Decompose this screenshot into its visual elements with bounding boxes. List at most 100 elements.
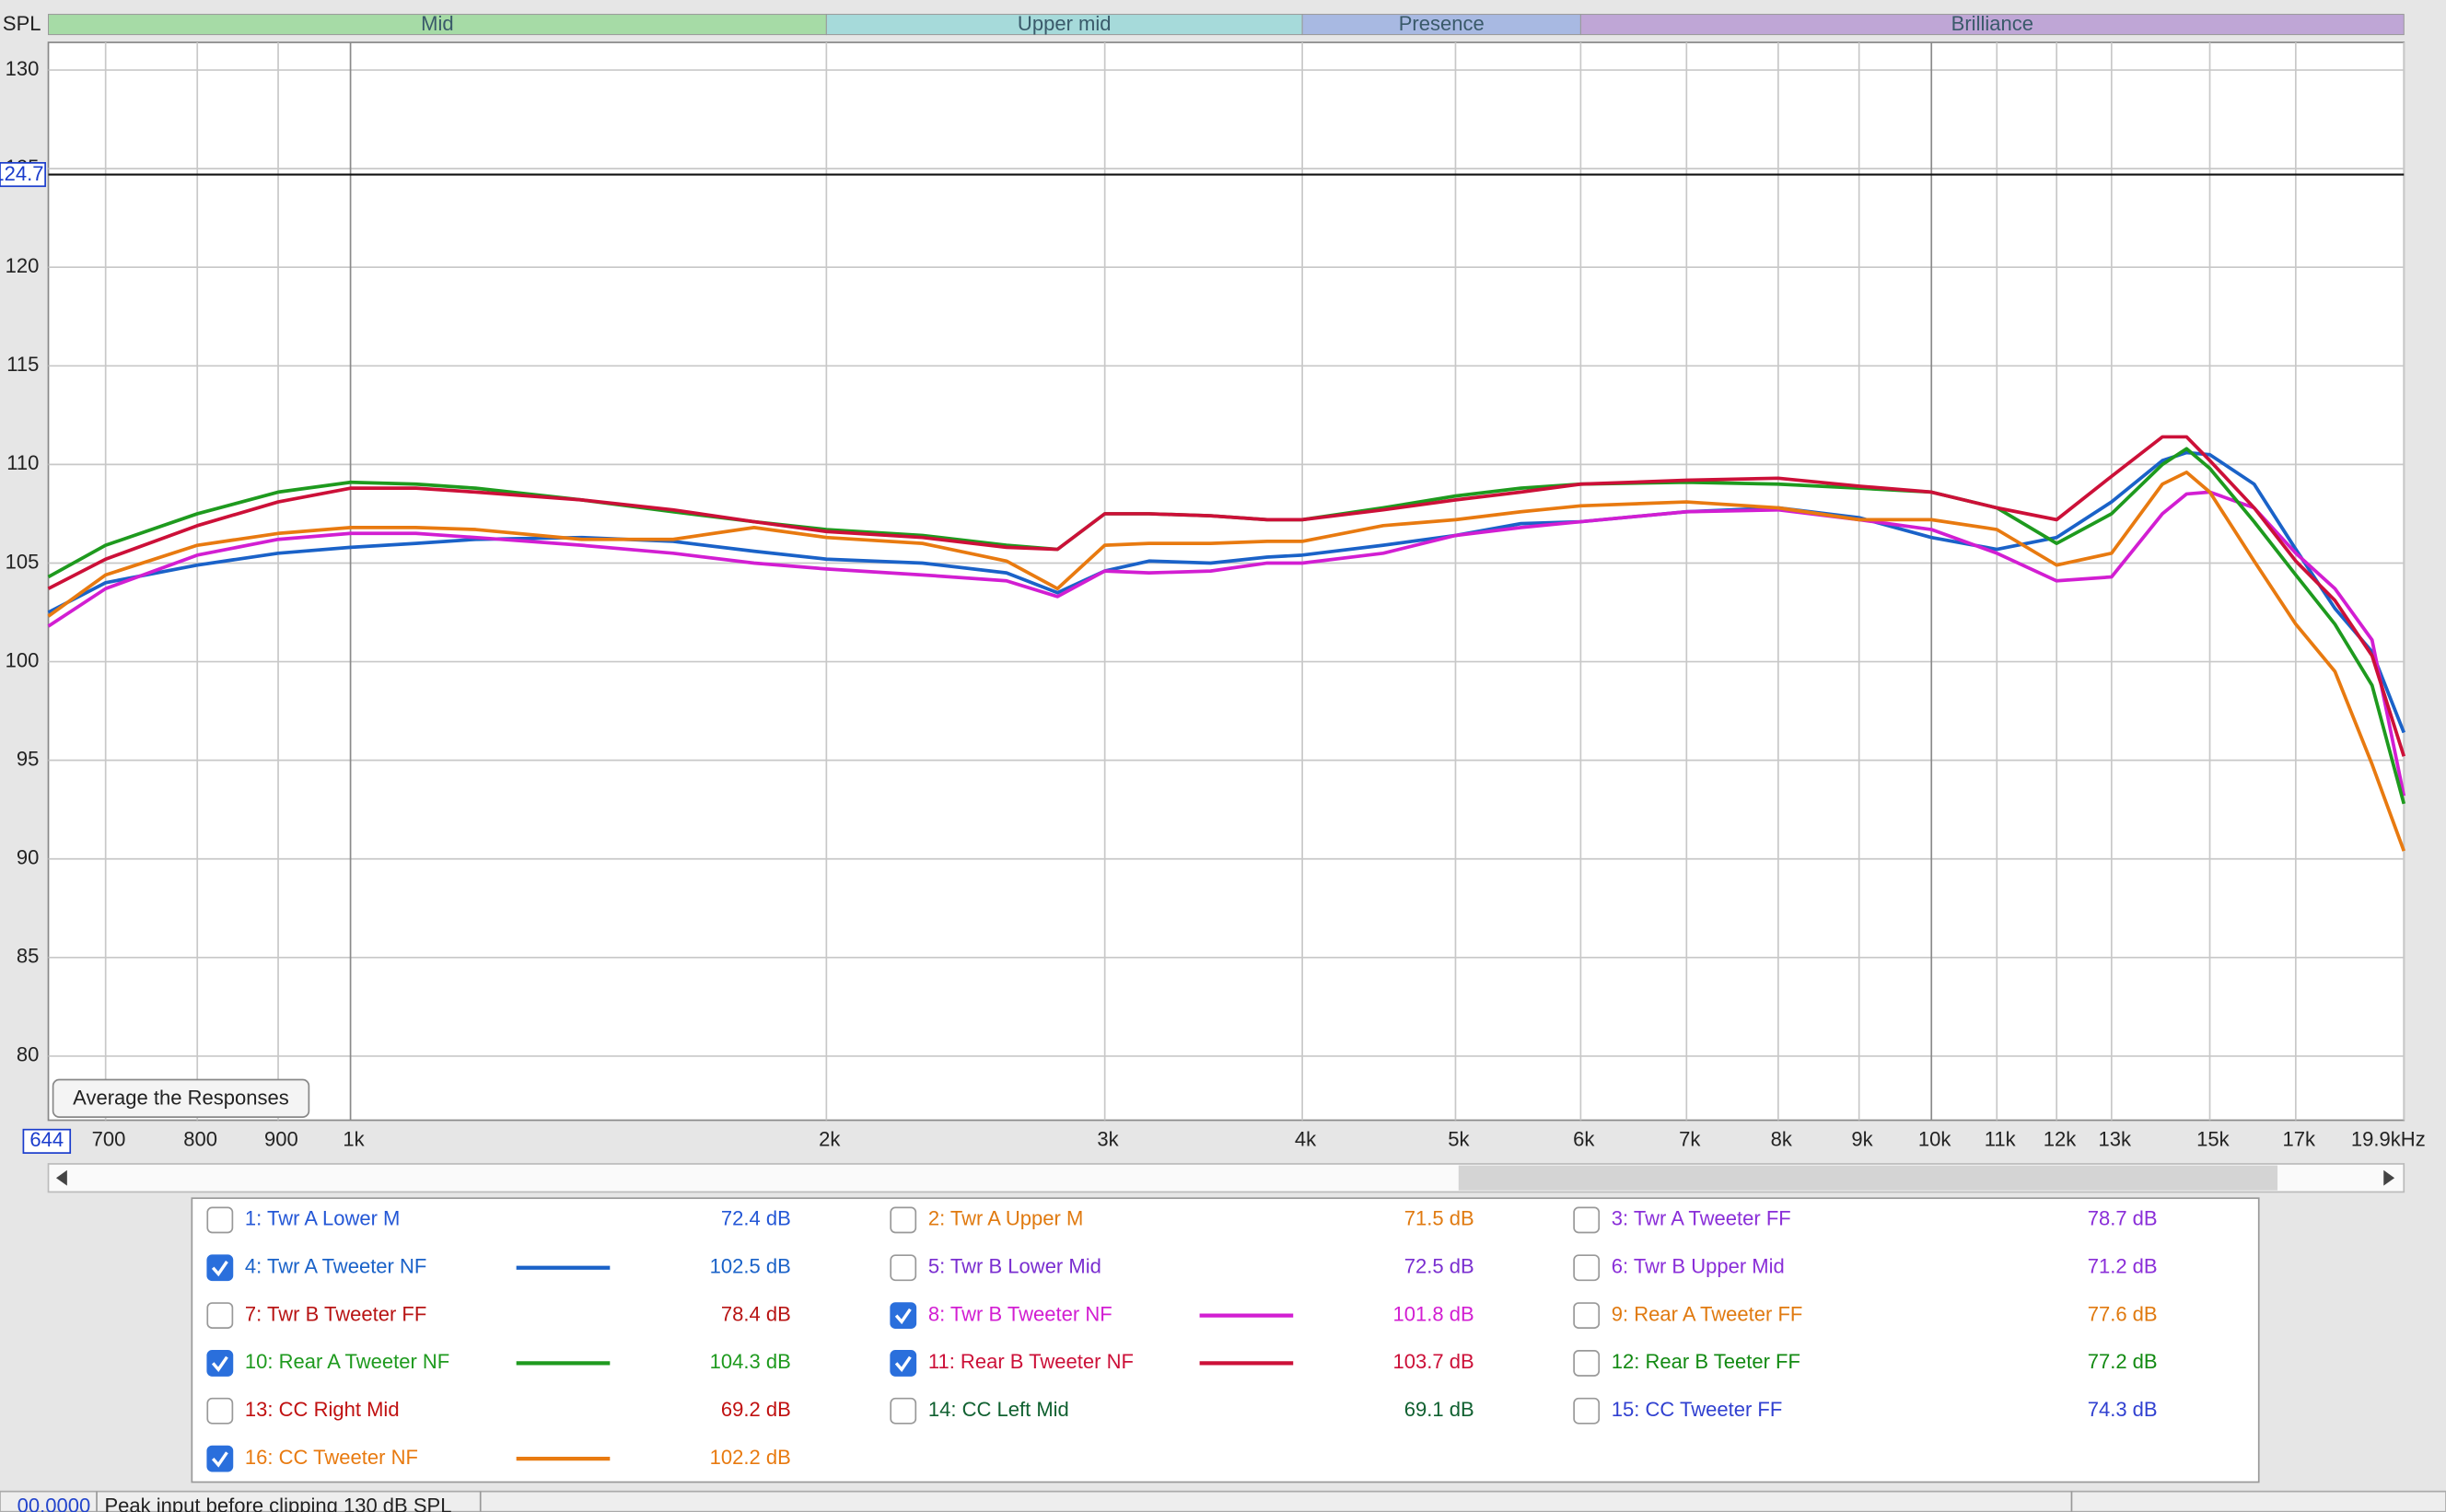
x-tick-label: 17k <box>2282 1127 2315 1150</box>
x-tick-label: 2k <box>819 1127 841 1150</box>
x-cursor-box <box>22 1128 72 1154</box>
series-checkbox[interactable] <box>206 1206 234 1234</box>
series-level: 72.5 dB <box>1404 1255 1474 1278</box>
series-checkbox[interactable] <box>206 1350 234 1377</box>
series-level: 78.4 dB <box>721 1302 791 1325</box>
response-line <box>47 435 2406 757</box>
y-tick-label: 100 <box>6 648 40 671</box>
series-name[interactable]: 16: CC Tweeter NF <box>245 1446 418 1469</box>
x-tick-label: 6k <box>1573 1127 1595 1150</box>
checkmark[interactable] <box>894 1308 912 1325</box>
series-level: 78.7 dB <box>2088 1207 2158 1230</box>
series-checkbox[interactable] <box>1573 1254 1601 1282</box>
response-line <box>47 490 2406 797</box>
series-level: 102.5 dB <box>710 1255 791 1278</box>
x-tick-label: 700 <box>92 1127 126 1150</box>
series-level: 77.2 dB <box>2088 1350 2158 1373</box>
series-name[interactable]: 9: Rear A Tweeter FF <box>1612 1302 1803 1325</box>
series-checkbox[interactable] <box>206 1302 234 1329</box>
series-checkbox[interactable] <box>890 1302 917 1329</box>
band-label: Upper mid <box>1018 12 1112 35</box>
series-level: 72.4 dB <box>721 1207 791 1230</box>
scroll-right[interactable] <box>2383 1169 2395 1186</box>
series-name[interactable]: 5: Twr B Lower Mid <box>928 1255 1101 1278</box>
series-level: 104.3 dB <box>710 1350 791 1373</box>
series-name[interactable]: 8: Twr B Tweeter NF <box>928 1302 1112 1325</box>
checkmark[interactable] <box>211 1261 228 1277</box>
series-level: 71.5 dB <box>1404 1207 1474 1230</box>
checkmark[interactable] <box>211 1355 228 1372</box>
x-tick-label: 5k <box>1448 1127 1470 1150</box>
series-checkbox[interactable] <box>1573 1302 1601 1329</box>
x-cursor-label: 644 <box>29 1128 64 1151</box>
x-tick-label: 900 <box>264 1127 298 1150</box>
series-name[interactable]: 13: CC Right Mid <box>245 1398 400 1421</box>
series-level: 74.3 dB <box>2088 1398 2158 1421</box>
series-checkbox[interactable] <box>1573 1350 1601 1377</box>
series-level: 101.8 dB <box>1393 1302 1474 1325</box>
y-tick-label: 90 <box>17 846 40 869</box>
x-tick-label: 800 <box>183 1127 217 1150</box>
average-button[interactable] <box>52 1078 310 1118</box>
series-checkbox[interactable] <box>206 1445 234 1472</box>
series-name[interactable]: 2: Twr A Upper M <box>928 1207 1083 1230</box>
y-tick-label: 120 <box>6 254 40 277</box>
y-cursor-label: 124.7 <box>0 162 43 185</box>
y-axis-title: SPL <box>3 12 41 35</box>
x-tick-label: 19.9kHz <box>2351 1127 2426 1150</box>
response-line <box>47 471 2406 852</box>
band-label: Mid <box>421 12 453 35</box>
series-level: 71.2 dB <box>2088 1255 2158 1278</box>
checkmark[interactable] <box>894 1355 912 1372</box>
series-checkbox[interactable] <box>1573 1206 1601 1234</box>
series-name[interactable]: 10: Rear A Tweeter NF <box>245 1350 449 1373</box>
status-readout: 00.0000 <box>17 1494 91 1512</box>
x-tick-label: 10k <box>1918 1127 1951 1150</box>
series-level: 103.7 dB <box>1393 1350 1474 1373</box>
scroll-left[interactable] <box>55 1169 67 1186</box>
scrollbar-thumb[interactable] <box>1458 1165 2278 1191</box>
x-tick-label: 13k <box>2098 1127 2131 1150</box>
status-message: Peak input before clipping 130 dB SPL <box>104 1494 451 1512</box>
y-tick-label: 115 <box>6 353 39 376</box>
x-tick-label: 3k <box>1097 1127 1119 1150</box>
series-name[interactable]: 11: Rear B Tweeter NF <box>928 1350 1134 1373</box>
series-name[interactable]: 15: CC Tweeter FF <box>1612 1398 1783 1421</box>
series-checkbox[interactable] <box>206 1397 234 1425</box>
series-name[interactable]: 3: Twr A Tweeter FF <box>1612 1207 1791 1230</box>
series-name[interactable]: 14: CC Left Mid <box>928 1398 1069 1421</box>
series-name[interactable]: 4: Twr A Tweeter NF <box>245 1255 426 1278</box>
series-checkbox[interactable] <box>890 1397 917 1425</box>
series-checkbox[interactable] <box>890 1206 917 1234</box>
x-tick-label: 8k <box>1771 1127 1793 1150</box>
series-name[interactable]: 12: Rear B Teeter FF <box>1612 1350 1800 1373</box>
legend-panel <box>191 1197 2260 1483</box>
y-cursor-box <box>0 161 46 188</box>
y-tick-label: 105 <box>6 550 40 573</box>
plot-area <box>47 41 2405 1122</box>
series-level: 102.2 dB <box>710 1446 791 1469</box>
series-checkbox[interactable] <box>1573 1397 1601 1425</box>
average-button-label[interactable]: Average the Responses <box>73 1086 289 1109</box>
y-tick-label: 110 <box>6 451 39 474</box>
y-tick-label: 130 <box>6 57 40 80</box>
y-tick-label: 85 <box>17 945 40 968</box>
series-level: 69.1 dB <box>1404 1398 1474 1421</box>
series-name[interactable]: 1: Twr A Lower M <box>245 1207 400 1230</box>
series-checkbox[interactable] <box>890 1350 917 1377</box>
x-tick-label: 12k <box>2044 1127 2077 1150</box>
series-name[interactable]: 7: Twr B Tweeter FF <box>245 1302 426 1325</box>
band-label: Presence <box>1399 12 1485 35</box>
x-tick-label: 15k <box>2196 1127 2230 1150</box>
x-tick-label: 9k <box>1851 1127 1873 1150</box>
series-checkbox[interactable] <box>890 1254 917 1282</box>
series-name[interactable]: 6: Twr B Upper Mid <box>1612 1255 1785 1278</box>
checkmark[interactable] <box>211 1451 228 1468</box>
band <box>1579 14 2405 36</box>
series-checkbox[interactable] <box>206 1254 234 1282</box>
x-tick-label: 7k <box>1679 1127 1701 1150</box>
x-tick-label: 4k <box>1295 1127 1317 1150</box>
x-tick-label: 1k <box>343 1127 365 1150</box>
y-tick-label: 95 <box>17 747 40 770</box>
